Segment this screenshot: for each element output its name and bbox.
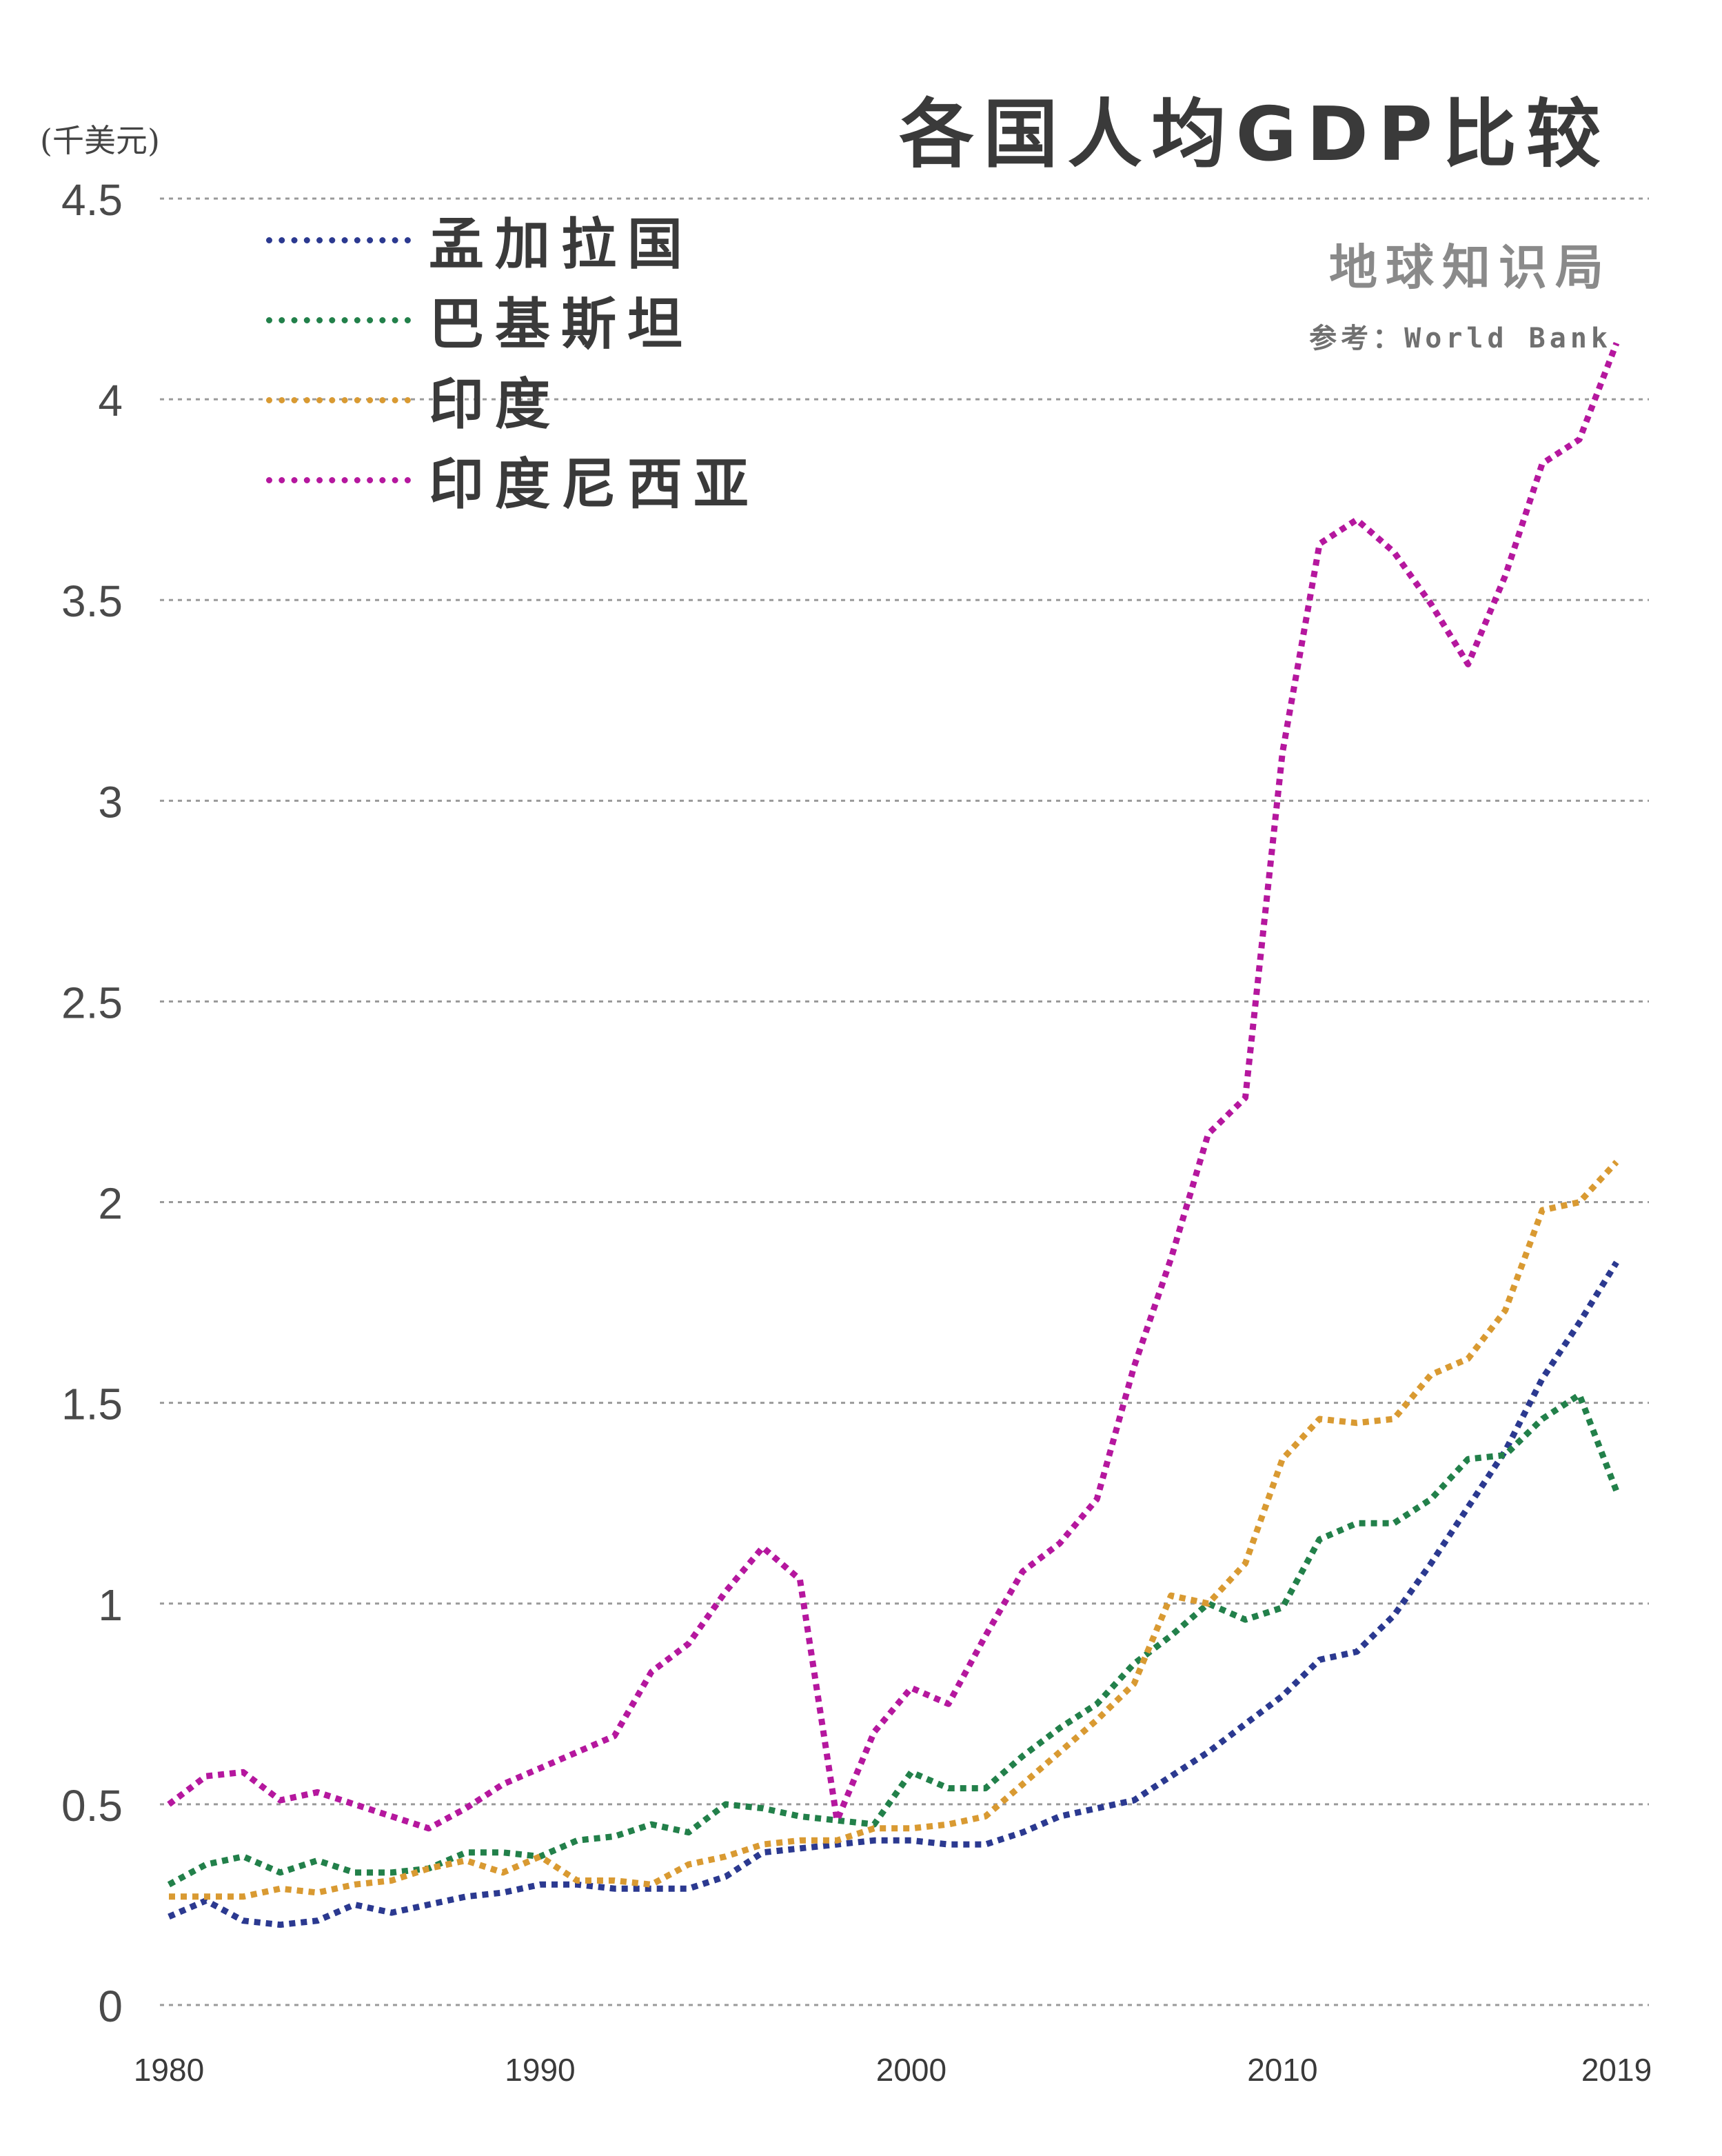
legend-item-pakistan: 巴基斯坦: [266, 280, 887, 360]
chart-title: 各国人均GDP比较: [899, 92, 1610, 178]
legend-label: 印度尼西亚: [429, 452, 760, 516]
y-tick-label: 2: [98, 1179, 123, 1229]
y-tick-label: 1.5: [61, 1380, 123, 1429]
y-tick-label: 0: [98, 1982, 123, 2031]
x-tick-label: 1990: [505, 2052, 575, 2088]
legend-label: 孟加拉国: [429, 212, 693, 276]
legend-swatch: [266, 317, 411, 323]
y-tick-label: 3: [98, 777, 123, 827]
series-line-pakistan: [167, 1391, 1620, 1888]
y-tick-label: 3.5: [61, 576, 123, 626]
legend-swatch: [266, 477, 411, 483]
legend-label: 印度: [429, 372, 561, 436]
legend-item-bangladesh: 孟加拉国: [266, 200, 887, 280]
y-axis-ticks: 0 0.5 1 1.5 2 2.5 3 3.5 4 4.5: [61, 175, 123, 2031]
y-tick-label: 4: [98, 376, 123, 425]
source-label: 参考：World Bank: [1309, 323, 1612, 354]
legend-swatch: [266, 397, 411, 403]
x-axis-ticks: 1980 1990 2000 2010 2019: [134, 2052, 1652, 2088]
legend-label: 巴基斯坦: [429, 292, 693, 356]
y-tick-label: 0.5: [61, 1781, 123, 1831]
series-line-bangladesh: [168, 1260, 1619, 1928]
series-line-indonesia: [167, 341, 1620, 1832]
legend-item-indonesia: 印度尼西亚: [266, 440, 887, 520]
legend-item-india: 印度: [266, 360, 887, 440]
chart-legend: 孟加拉国 巴基斯坦 印度 印度尼西亚: [266, 200, 887, 520]
x-tick-label: 1980: [134, 2052, 204, 2088]
series-lines: [167, 341, 1620, 1928]
x-tick-label: 2010: [1247, 2052, 1317, 2088]
x-tick-label: 2000: [876, 2052, 946, 2088]
brand-label: 地球知识局: [1329, 239, 1612, 296]
x-tick-label: 2019: [1581, 2052, 1652, 2088]
legend-swatch: [266, 237, 411, 243]
y-tick-label: 1: [98, 1580, 123, 1630]
y-tick-label: 2.5: [61, 978, 123, 1027]
grid-lines: [160, 197, 1649, 2006]
series-line-india: [169, 1160, 1619, 1900]
y-axis-unit-label: (千美元): [40, 122, 160, 159]
y-tick-label: 4.5: [61, 175, 123, 225]
